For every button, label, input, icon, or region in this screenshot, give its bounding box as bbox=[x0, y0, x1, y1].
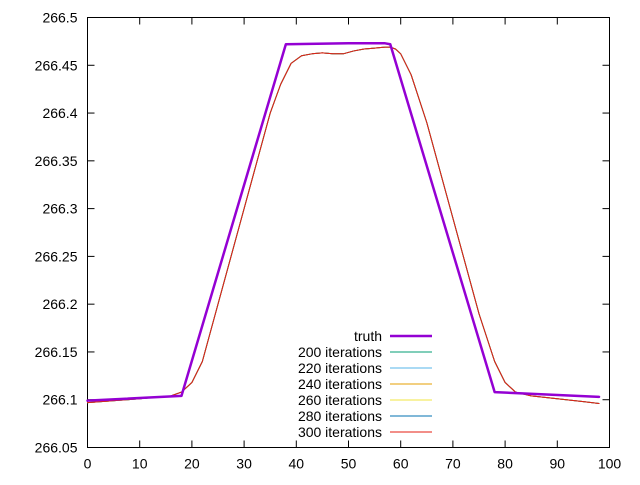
y-tick-label: 266.5 bbox=[42, 10, 77, 26]
legend-label: truth bbox=[354, 328, 382, 344]
legend-label: 300 iterations bbox=[298, 424, 382, 440]
x-tick-label: 90 bbox=[550, 456, 566, 472]
x-tick-label: 70 bbox=[445, 456, 461, 472]
legend-label: 240 iterations bbox=[298, 376, 382, 392]
y-tick-label: 266.3 bbox=[42, 201, 77, 217]
y-tick-label: 266.1 bbox=[42, 392, 77, 408]
series-line-300-iterations bbox=[87, 46, 600, 405]
y-axis: 266.05 266.1 266.15 266.2 266.25 266.3 266.35 2… bbox=[35, 10, 610, 456]
series-lines bbox=[86, 42, 601, 405]
legend-label: 200 iterations bbox=[298, 344, 382, 360]
y-tick-label: 266.15 bbox=[35, 344, 78, 360]
x-tick-label: 20 bbox=[184, 456, 200, 472]
x-tick-label: 40 bbox=[289, 456, 305, 472]
y-tick-label: 266.05 bbox=[35, 440, 78, 456]
y-tick-label: 266.45 bbox=[35, 57, 78, 73]
x-tick-label: 80 bbox=[497, 456, 513, 472]
y-tick-label: 266.2 bbox=[42, 296, 77, 312]
legend-label: 280 iterations bbox=[298, 408, 382, 424]
x-tick-label: 60 bbox=[393, 456, 409, 472]
x-axis: 0 10 20 30 40 50 60 70 80 90 100 bbox=[84, 17, 622, 472]
x-tick-label: 30 bbox=[236, 456, 252, 472]
legend-label: 260 iterations bbox=[298, 392, 382, 408]
x-tick-label: 0 bbox=[84, 456, 92, 472]
legend-label: 220 iterations bbox=[298, 360, 382, 376]
series-line-truth bbox=[86, 42, 601, 402]
y-tick-label: 266.4 bbox=[42, 105, 77, 121]
x-tick-label: 10 bbox=[132, 456, 148, 472]
x-tick-label: 100 bbox=[598, 456, 622, 472]
y-tick-label: 266.35 bbox=[35, 153, 78, 169]
x-tick-label: 50 bbox=[341, 456, 357, 472]
y-tick-label: 266.25 bbox=[35, 248, 78, 264]
